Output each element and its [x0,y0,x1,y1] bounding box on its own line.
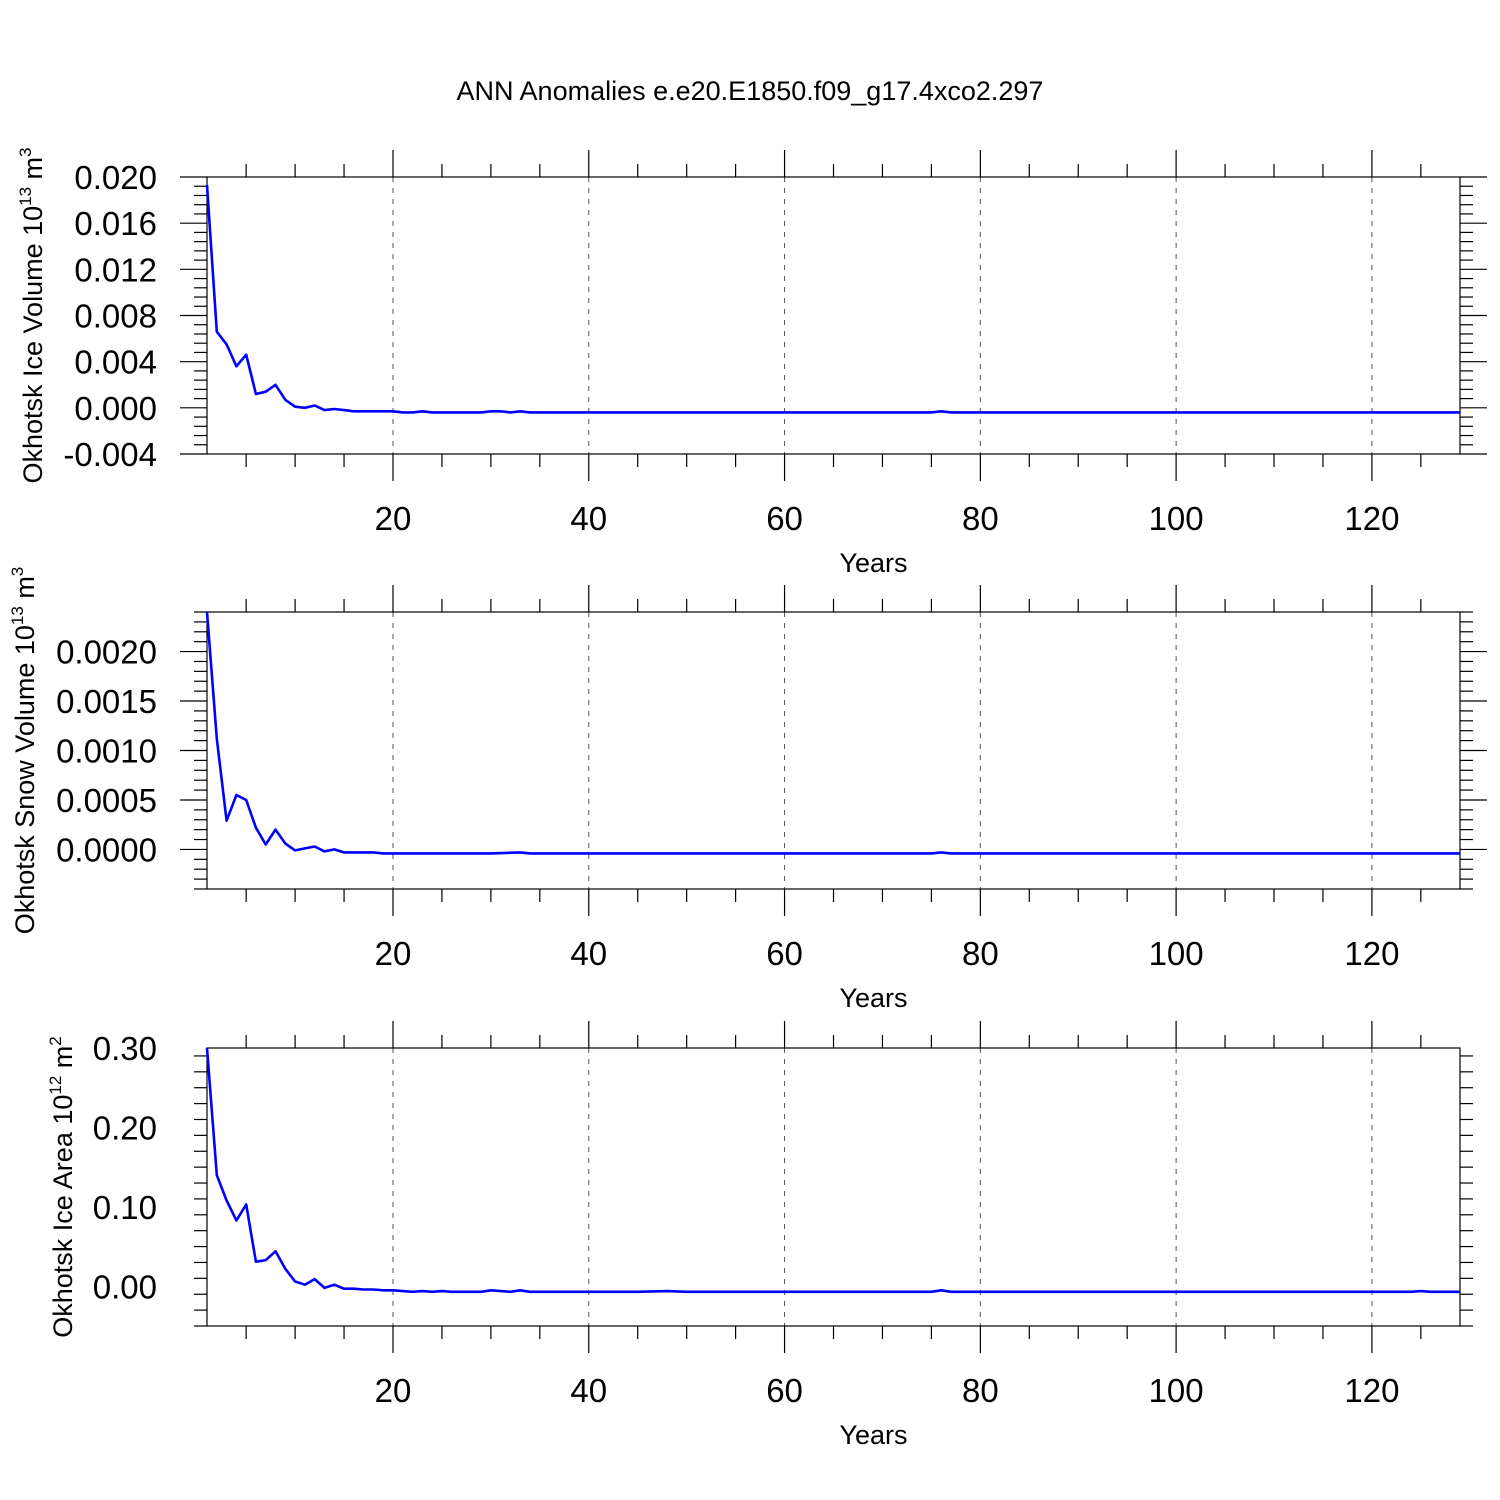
plot-frame [206,1047,1461,1327]
x-tick-label: 120 [1344,1372,1399,1409]
x-tick-label: 120 [1344,935,1399,972]
y-tick-label: 0.008 [74,298,157,335]
y-tick-label: 0.10 [93,1189,157,1226]
y-tick-label: 0.0000 [56,831,157,868]
y-axis-title: Okhotsk Snow Volume 1013 m3 [8,567,40,935]
x-axis-title: Years [839,983,907,1013]
x-tick-label: 80 [962,1372,999,1409]
chart-panel-1: 20 40 60 80 100 120 Years -0.004 0.000 0.004 0.008… [16,147,1487,578]
y-tick-label: 0.012 [74,251,157,288]
y-tick-label: 0.004 [74,344,157,381]
x-tick-label: 40 [570,500,607,537]
y-tick-label: -0.004 [63,436,157,473]
x-tick-label: 100 [1149,935,1204,972]
panels: 20 40 60 80 100 120Years-0.0040.0000.0040.008… [8,147,1487,1450]
y-tick-label: 0.30 [93,1030,157,1067]
x-tick-label: 100 [1149,500,1204,537]
x-tick-label: 40 [570,1372,607,1409]
chart-panel-3: 20 40 60 80 100 120 Years 0.00 0.10 0.20 0.30 Okhot… [46,1021,1473,1450]
x-tick-label: 40 [570,935,607,972]
series-line [205,1047,1460,1294]
x-axis-title: Years [839,1420,907,1450]
y-tick-label: 0.0005 [56,782,157,819]
x-tick-label: 20 [375,1372,412,1409]
y-axis-title: Okhotsk Ice Volume 1013 m3 [16,147,48,483]
series-line [205,611,1460,855]
y-tick-label: 0.0015 [56,683,157,720]
x-tick-label: 60 [766,935,803,972]
y-axis-title: Okhotsk Ice Area 1012 m2 [46,1036,78,1338]
y-tick-label: 0.00 [93,1268,157,1305]
x-tick-label: 60 [766,1372,803,1409]
plot-frame [206,611,1461,890]
x-tick-label: 60 [766,500,803,537]
x-axis-title: Years [839,548,907,578]
x-tick-label: 80 [962,500,999,537]
chart-title: ANN Anomalies e.e20.E1850.f09_g17.4xco2.… [457,76,1044,106]
y-tick-label: 0.016 [74,205,157,242]
y-tick-label: 0.000 [74,390,157,427]
y-tick-label: 0.020 [74,159,157,196]
x-tick-label: 20 [375,935,412,972]
series-line [205,185,1460,414]
y-tick-label: 0.0020 [56,634,157,671]
x-tick-label: 100 [1149,1372,1204,1409]
y-tick-label: 0.0010 [56,733,157,770]
x-tick-label: 80 [962,935,999,972]
y-tick-label: 0.20 [93,1109,157,1146]
x-tick-label: 20 [375,500,412,537]
chart-panel-2: 20 40 60 80 100 120 Years 0.0000 0.0005 0.0010 0.0… [8,567,1487,1013]
x-tick-label: 120 [1344,500,1399,537]
